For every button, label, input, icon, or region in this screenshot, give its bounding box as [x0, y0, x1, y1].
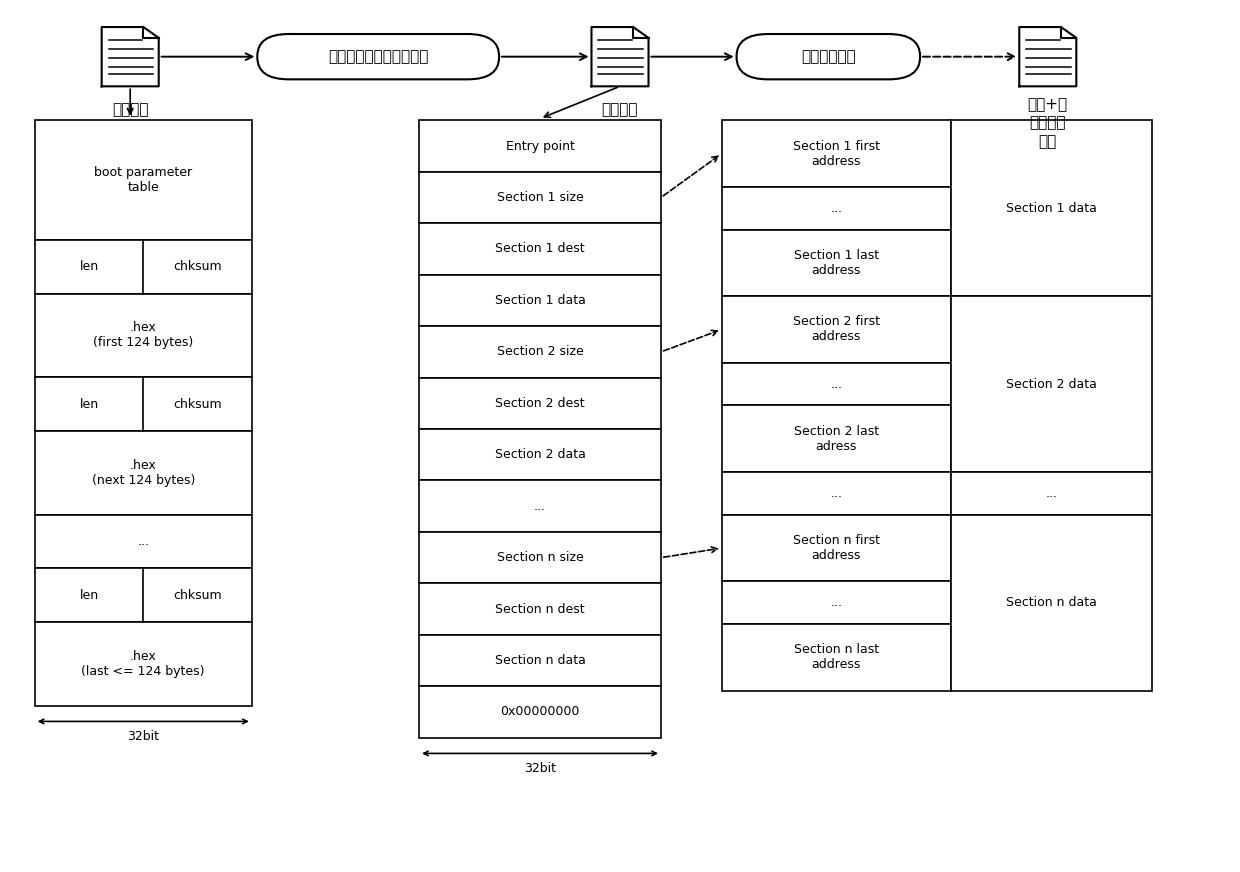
Polygon shape — [1019, 27, 1076, 86]
Bar — [722, 472, 951, 514]
Text: Section 1 size: Section 1 size — [497, 191, 583, 204]
Text: Section 2 data: Section 2 data — [495, 448, 585, 461]
Text: len: len — [79, 260, 98, 273]
Bar — [419, 532, 661, 583]
Bar — [722, 120, 951, 187]
Bar — [419, 172, 661, 223]
Text: Section 1 last
address: Section 1 last address — [794, 249, 879, 277]
Bar — [722, 229, 951, 296]
Text: ...: ... — [138, 535, 149, 548]
Bar — [35, 514, 252, 569]
Text: .hex
(first 124 bytes): .hex (first 124 bytes) — [93, 322, 193, 350]
Bar — [722, 624, 951, 691]
Text: 0x00000000: 0x00000000 — [500, 705, 580, 719]
Text: Section n size: Section n size — [497, 551, 583, 564]
Text: 地址+二
进制代码
文件: 地址+二 进制代码 文件 — [1028, 97, 1068, 149]
Text: Section n dest: Section n dest — [495, 603, 585, 616]
Text: 32bit: 32bit — [128, 730, 159, 743]
Text: chksum: chksum — [174, 589, 222, 602]
Text: Section 2 first
address: Section 2 first address — [792, 316, 880, 344]
Text: Section n data: Section n data — [1006, 596, 1097, 610]
Bar — [35, 431, 252, 514]
Bar — [35, 569, 252, 622]
Text: Section 1 dest: Section 1 dest — [495, 242, 585, 255]
Text: ...: ... — [1045, 487, 1058, 500]
Text: 提取地址信息: 提取地址信息 — [801, 49, 856, 65]
Text: len: len — [79, 398, 98, 411]
Bar — [419, 480, 661, 532]
Text: ...: ... — [831, 201, 842, 215]
Text: Section n first
address: Section n first address — [792, 534, 880, 562]
Bar — [722, 582, 951, 624]
Bar — [35, 240, 252, 294]
Text: 中间文件: 中间文件 — [601, 102, 639, 117]
Bar — [419, 120, 661, 172]
Bar — [419, 378, 661, 429]
Text: ...: ... — [831, 487, 842, 500]
Bar — [951, 296, 1152, 472]
Bar — [35, 622, 252, 705]
Text: .hex
(next 124 bytes): .hex (next 124 bytes) — [92, 459, 195, 487]
Text: chksum: chksum — [174, 398, 222, 411]
Text: chksum: chksum — [174, 260, 222, 273]
Bar — [35, 120, 252, 240]
Bar — [722, 514, 951, 582]
Bar — [951, 514, 1152, 691]
Bar — [722, 187, 951, 229]
Bar — [419, 583, 661, 635]
Text: len: len — [79, 589, 98, 602]
Bar — [35, 378, 252, 431]
Text: 删除表头信息及块头信息: 删除表头信息及块头信息 — [329, 49, 428, 65]
Bar — [951, 120, 1152, 296]
Text: Section 2 size: Section 2 size — [497, 345, 583, 358]
Text: ...: ... — [534, 500, 546, 513]
Text: Section 1 data: Section 1 data — [1006, 201, 1097, 215]
Text: Section 1 data: Section 1 data — [495, 294, 585, 307]
Bar — [722, 405, 951, 472]
Polygon shape — [591, 27, 649, 86]
Bar — [35, 294, 252, 378]
Bar — [419, 326, 661, 378]
Bar — [419, 223, 661, 275]
Bar — [419, 686, 661, 738]
Bar — [419, 635, 661, 686]
Text: Section 2 dest: Section 2 dest — [495, 397, 585, 410]
Text: .hex
(last <= 124 bytes): .hex (last <= 124 bytes) — [82, 650, 205, 678]
Text: ...: ... — [831, 596, 842, 610]
Polygon shape — [102, 27, 159, 86]
Text: Section 1 first
address: Section 1 first address — [792, 140, 880, 167]
Text: Section 2 data: Section 2 data — [1006, 378, 1097, 391]
Text: 32bit: 32bit — [525, 762, 556, 775]
Text: ...: ... — [831, 378, 842, 391]
Text: Section n data: Section n data — [495, 654, 585, 667]
Bar — [722, 296, 951, 363]
Bar — [419, 429, 661, 480]
Text: Section n last
address: Section n last address — [794, 644, 879, 671]
Bar — [419, 275, 661, 326]
Bar — [722, 363, 951, 405]
Text: Section 2 last
adress: Section 2 last adress — [794, 425, 879, 453]
FancyBboxPatch shape — [737, 34, 920, 79]
FancyBboxPatch shape — [258, 34, 498, 79]
Text: Entry point: Entry point — [506, 140, 574, 153]
Bar — [951, 472, 1152, 514]
Text: 数据文件: 数据文件 — [112, 102, 149, 117]
Text: boot parameter
table: boot parameter table — [94, 166, 192, 194]
